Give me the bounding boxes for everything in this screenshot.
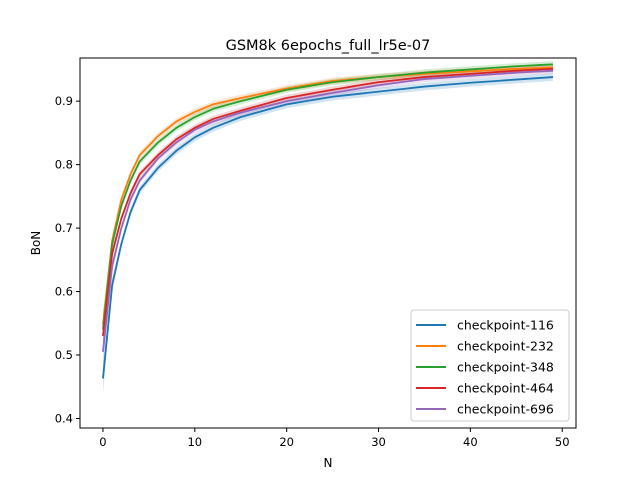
- y-tick-label: 0.4: [55, 411, 73, 425]
- series-lines: [102, 63, 554, 379]
- chart-title: GSM8k 6epochs_full_lr5e-07: [226, 38, 431, 54]
- line-checkpoint-348: [102, 63, 554, 330]
- legend-label: checkpoint-116: [457, 318, 554, 333]
- legend-box: [410, 309, 570, 422]
- line-checkpoint-232: [102, 66, 554, 325]
- y-tick-label: 0.7: [55, 221, 73, 235]
- y-tick-label: 0.6: [55, 285, 73, 299]
- y-axis: 0.4 0.5 0.6 0.7 0.8 0.9: [55, 94, 80, 425]
- legend-label: checkpoint-232: [457, 339, 554, 354]
- line-checkpoint-696: [102, 69, 554, 352]
- y-axis-label: BoN: [29, 231, 43, 256]
- x-axis-label: N: [324, 456, 333, 470]
- legend-label: checkpoint-696: [457, 402, 554, 417]
- x-tick-label: 50: [555, 435, 570, 449]
- legend-label: checkpoint-464: [457, 381, 554, 396]
- line-checkpoint-464: [102, 67, 554, 337]
- y-tick-label: 0.5: [55, 348, 73, 362]
- x-tick-label: 30: [371, 435, 386, 449]
- legend: checkpoint-116 checkpoint-232 checkpoint-3…: [410, 309, 570, 422]
- x-tick-label: 20: [279, 435, 294, 449]
- plot-frame: [79, 57, 577, 429]
- y-tick-label: 0.8: [55, 158, 73, 172]
- x-tick-label: 40: [463, 435, 478, 449]
- x-tick-label: 10: [187, 435, 202, 449]
- x-tick-label: 0: [99, 435, 106, 449]
- x-axis: 0 10 20 30 40 50: [99, 428, 570, 449]
- y-tick-label: 0.9: [55, 94, 73, 108]
- legend-label: checkpoint-348: [457, 360, 554, 375]
- line-checkpoint-116: [102, 76, 554, 379]
